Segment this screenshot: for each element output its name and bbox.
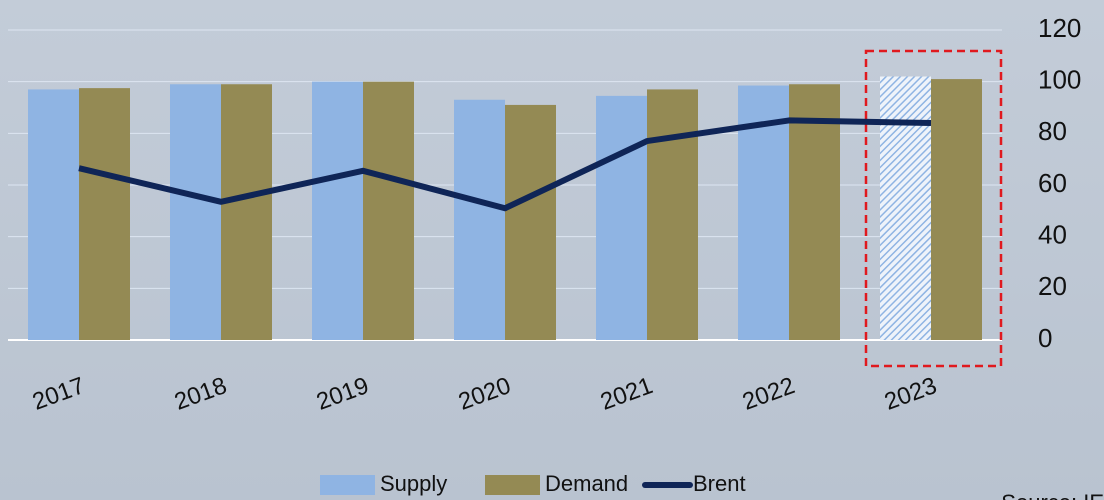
line (78, 117, 932, 212)
bar (28, 89, 79, 341)
bar (596, 95, 647, 340)
x-tick-label: 2019 (313, 372, 372, 416)
highlight-box (864, 49, 1003, 368)
bar (79, 88, 130, 340)
legend-swatch (485, 475, 540, 495)
legend-label: Brent (693, 471, 746, 496)
x-tick-label: 2023 (881, 372, 940, 416)
bar (505, 104, 556, 341)
x-tick-label: 2021 (597, 372, 656, 416)
y-tick-label: 120 (1038, 13, 1081, 43)
bar (880, 76, 931, 340)
bar (454, 99, 505, 340)
y-tick-label: 60 (1038, 168, 1067, 198)
bar (647, 89, 698, 341)
x-tick-label: 2017 (29, 372, 88, 416)
y-tick-label: 0 (1038, 323, 1052, 353)
bar (363, 81, 414, 341)
y-tick-label: 100 (1038, 65, 1081, 95)
y-tick-label: 20 (1038, 271, 1067, 301)
bar (221, 84, 272, 340)
x-tick-label: 2018 (171, 372, 230, 416)
legend-label: Supply (380, 471, 447, 496)
source: Source: IEA (1001, 490, 1104, 500)
y-tick-label: 80 (1038, 116, 1067, 146)
x-tick-label: 2022 (739, 372, 798, 416)
x-tick-label: 2020 (455, 372, 514, 416)
legend-swatch (320, 475, 375, 495)
bar (312, 81, 363, 341)
bar (931, 79, 982, 340)
legend-label: Demand (545, 471, 628, 496)
bar (789, 84, 840, 340)
bar (170, 84, 221, 340)
y-tick-label: 40 (1038, 220, 1067, 250)
